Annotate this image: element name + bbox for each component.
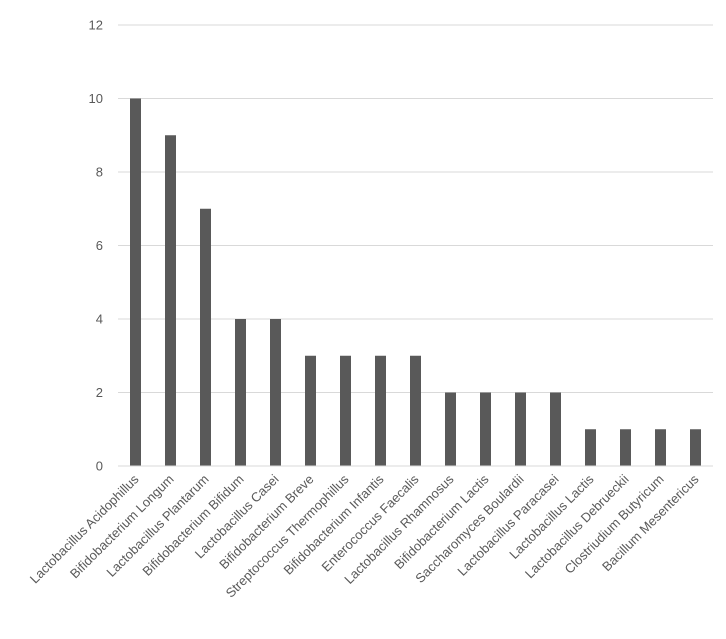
y-tick-label: 2 xyxy=(96,385,103,400)
bar xyxy=(165,135,176,466)
bar xyxy=(445,392,456,466)
x-axis-category-labels: Lactobacillus AcidophillusBifidobacteriu… xyxy=(27,471,702,600)
bar xyxy=(270,319,281,466)
bar xyxy=(585,429,596,466)
bar xyxy=(235,319,246,466)
bar xyxy=(480,392,491,466)
bar xyxy=(515,392,526,466)
bars xyxy=(130,98,701,466)
gridlines xyxy=(118,24,713,393)
y-tick-label: 8 xyxy=(96,165,103,180)
bar xyxy=(620,429,631,466)
bar xyxy=(200,208,211,466)
bar xyxy=(305,355,316,466)
bar xyxy=(130,98,141,466)
bar xyxy=(550,392,561,466)
y-tick-label: 4 xyxy=(96,312,103,327)
y-tick-label: 0 xyxy=(96,459,103,474)
bar xyxy=(410,355,421,466)
bar xyxy=(690,429,701,466)
bar xyxy=(340,355,351,466)
bar xyxy=(375,355,386,466)
y-axis-tick-labels: 0 2 4 6 8 10 12 xyxy=(89,18,103,474)
y-tick-label: 10 xyxy=(89,91,103,106)
y-tick-label: 12 xyxy=(89,18,103,33)
y-tick-label: 6 xyxy=(96,238,103,253)
bar xyxy=(655,429,666,466)
